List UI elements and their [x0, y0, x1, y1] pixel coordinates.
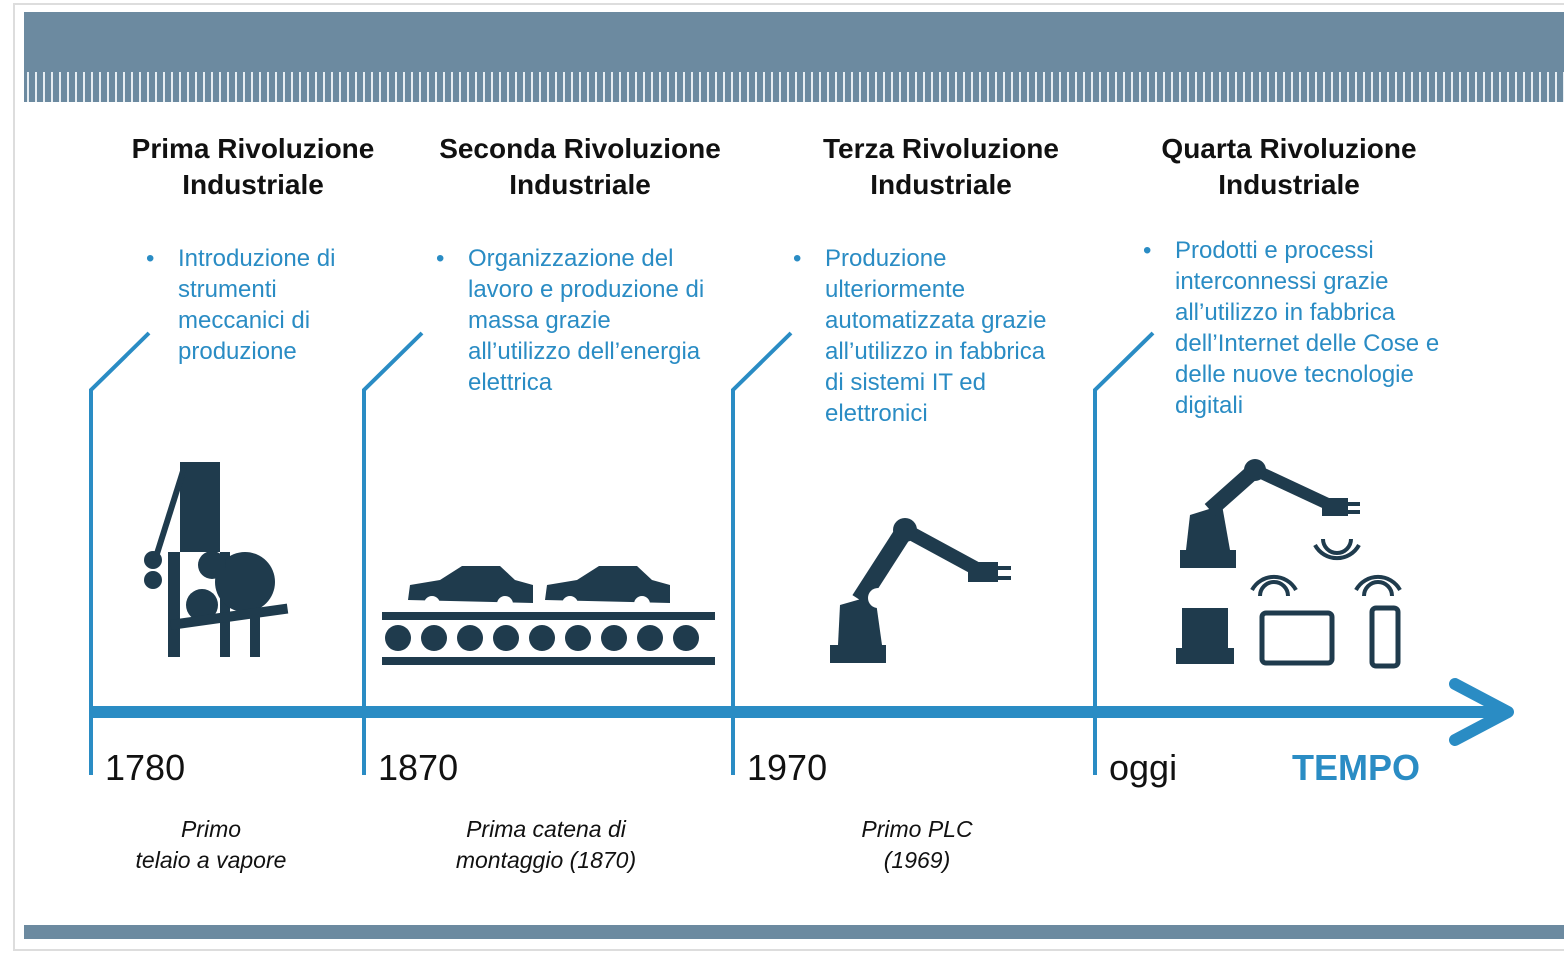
bullet-dot: • — [436, 245, 444, 272]
header-band — [24, 12, 1564, 72]
bullet-text: ulteriormente — [825, 276, 965, 303]
bullet-text: strumenti — [178, 276, 277, 303]
note: montaggio (1870) — [456, 847, 636, 873]
bullet-text: elettronici — [825, 400, 928, 427]
bullet-text: digitali — [1175, 392, 1243, 419]
bullet-text: delle nuove tecnologie — [1175, 361, 1414, 388]
bullet-text: all’utilizzo dell’energia — [468, 338, 701, 365]
year: 1780 — [105, 747, 185, 788]
note: Primo PLC — [861, 816, 973, 842]
axis-label: TEMPO — [1292, 747, 1420, 788]
header-ticks — [24, 72, 1564, 102]
bullet-text: interconnessi grazie — [1175, 268, 1388, 295]
bullet-text: Prodotti e processi — [1175, 237, 1374, 264]
revolution-title: Quarta Rivoluzione — [1161, 133, 1416, 164]
bullet-text: produzione — [178, 338, 297, 365]
bullet-dot: • — [1143, 237, 1151, 264]
note: Prima catena di — [466, 816, 627, 842]
bullet-text: massa grazie — [468, 307, 611, 334]
diagram: TEMPO Prima Rivoluzione Industriale • Intro… — [0, 0, 1564, 954]
bullet-text: Organizzazione del — [468, 245, 673, 272]
note: Primo — [181, 816, 241, 842]
bullet-text: dell’Internet delle Cose e — [1175, 330, 1439, 357]
revolution-title: Terza Rivoluzione — [823, 133, 1059, 164]
bullet-text: elettrica — [468, 369, 553, 396]
bullet-text: Produzione — [825, 245, 946, 272]
bullet-text: di sistemi IT ed — [825, 369, 986, 396]
page: TEMPO Prima Rivoluzione Industriale • Intro… — [0, 0, 1564, 954]
bullet-text: all’utilizzo in fabbrica — [825, 338, 1046, 365]
revolution-title: Seconda Rivoluzione — [439, 133, 721, 164]
bullet-text: Introduzione di — [178, 245, 335, 272]
year: 1870 — [378, 747, 458, 788]
bullet-text: all’utilizzo in fabbrica — [1175, 299, 1396, 326]
footer-band — [24, 925, 1564, 939]
bullet-dot: • — [146, 245, 154, 272]
bullet-dot: • — [793, 245, 801, 272]
revolution-title: Industriale — [182, 169, 324, 200]
note: telaio a vapore — [136, 847, 287, 873]
year: oggi — [1109, 747, 1177, 788]
revolution-title: Industriale — [509, 169, 651, 200]
revolution-title: Industriale — [870, 169, 1012, 200]
bullet-text: meccanici di — [178, 307, 310, 334]
bullet-text: lavoro e produzione di — [468, 276, 704, 303]
note: (1969) — [884, 847, 950, 873]
year: 1970 — [747, 747, 827, 788]
bullet-text: automatizzata grazie — [825, 307, 1046, 334]
revolution-title: Industriale — [1218, 169, 1360, 200]
revolution-title: Prima Rivoluzione — [132, 133, 375, 164]
